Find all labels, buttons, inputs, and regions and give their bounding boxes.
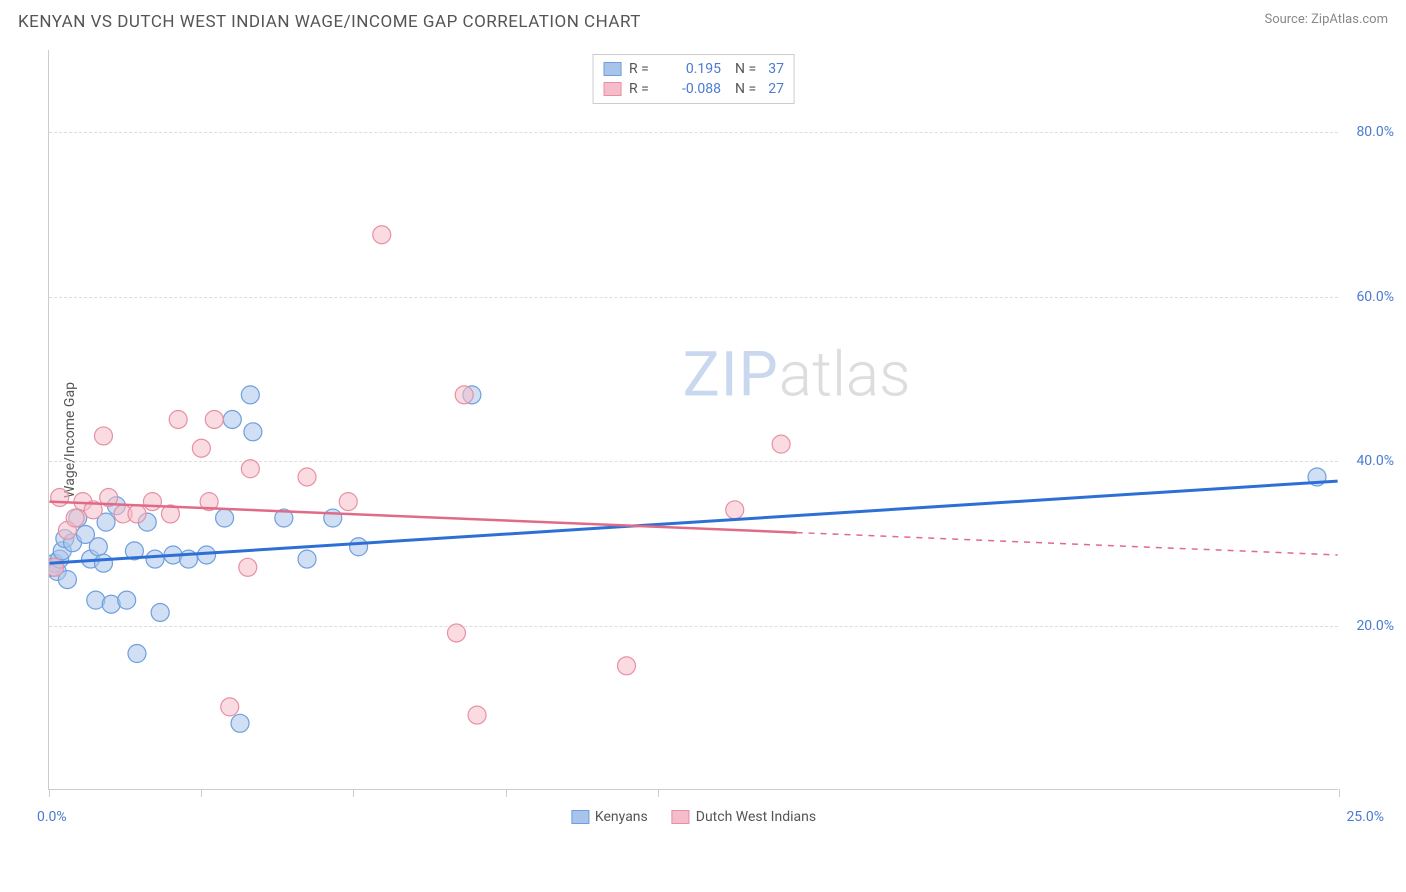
scatter-point [151,603,169,621]
swatch-dutch-icon [672,810,690,824]
scatter-point [772,435,790,453]
scatter-point [51,489,69,507]
scatter-point [205,411,223,429]
chart-title: KENYAN VS DUTCH WEST INDIAN WAGE/INCOME … [18,12,641,32]
scatter-point [118,591,136,609]
source-label: Source: ZipAtlas.com [1264,12,1388,27]
legend-correlation: R = 0.195 N = 37 R = -0.088 N = 27 [592,54,795,104]
scatter-point [146,550,164,568]
trend-line-dashed [797,533,1338,555]
swatch-kenyans-icon [571,810,589,824]
scatter-point [468,706,486,724]
scatter-point [128,505,146,523]
scatter-point [169,411,187,429]
x-tick [49,789,50,797]
y-tick-label: 20.0% [1344,618,1394,634]
x-tick [201,789,202,797]
scatter-point [373,226,391,244]
scatter-point [455,386,473,404]
scatter-point [298,550,316,568]
scatter-point [447,624,465,642]
scatter-point [221,698,239,716]
y-tick-label: 80.0% [1344,124,1394,140]
scatter-point [192,439,210,457]
scatter-point [350,538,368,556]
trend-line [49,481,1337,563]
scatter-point [244,423,262,441]
scatter-point [128,645,146,663]
scatter-point [223,411,241,429]
header: KENYAN VS DUTCH WEST INDIAN WAGE/INCOME … [0,0,1406,40]
scatter-point [726,501,744,519]
scatter-point [241,460,259,478]
swatch-kenyans [603,62,621,76]
scatter-point [241,386,259,404]
x-axis-max-label: 25.0% [1346,809,1384,825]
scatter-point [298,468,316,486]
scatter-point [216,509,234,527]
scatter-point [239,558,257,576]
scatter-point [618,657,636,675]
legend-row-dutch: R = -0.088 N = 27 [603,79,784,99]
scatter-point [94,427,112,445]
scatter-point [231,714,249,732]
scatter-point [66,509,84,527]
legend-row-kenyans: R = 0.195 N = 37 [603,59,784,79]
x-tick [506,789,507,797]
scatter-point [94,554,112,572]
chart-container: Wage/Income Gap ZIPatlas R = 0.195 N = 3… [48,50,1388,830]
legend-item-kenyans: Kenyans [571,809,648,825]
x-axis-min-label: 0.0% [37,809,67,825]
scatter-point [324,509,342,527]
x-tick [1339,789,1340,797]
x-tick [353,789,354,797]
scatter-point [339,493,357,511]
scatter-point [89,538,107,556]
plot-area: ZIPatlas R = 0.195 N = 37 R = -0.088 N =… [48,50,1338,790]
y-tick-label: 60.0% [1344,289,1394,305]
scatter-point [143,493,161,511]
legend-series: Kenyans Dutch West Indians [571,809,816,825]
x-tick [658,789,659,797]
swatch-dutch [603,82,621,96]
y-tick-label: 40.0% [1344,453,1394,469]
plot-svg [49,50,1338,789]
legend-item-dutch: Dutch West Indians [672,809,816,825]
